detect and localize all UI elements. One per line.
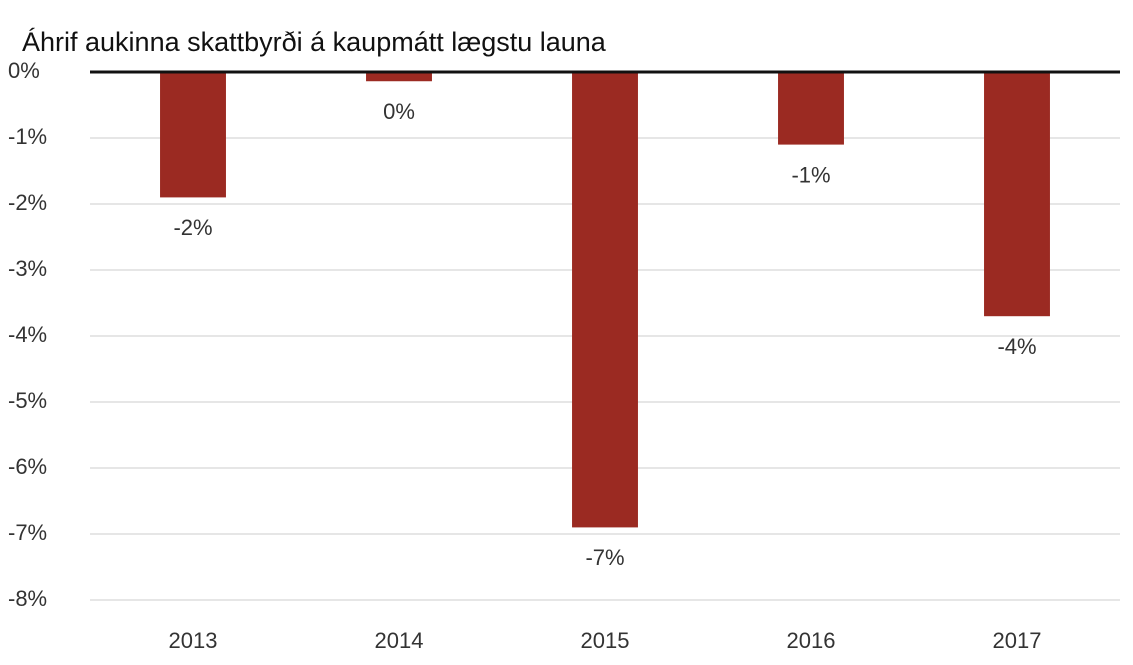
x-tick-label: 2016 [787,628,836,653]
y-tick-label: -5% [8,388,47,413]
y-tick-label: -1% [8,124,47,149]
x-tick-label: 2013 [169,628,218,653]
data-label: -7% [585,545,624,570]
bar [160,72,226,198]
y-tick-label: -8% [8,586,47,611]
x-tick-label: 2015 [581,628,630,653]
y-tick-label: -3% [8,256,47,281]
bar [984,72,1050,317]
x-tick-label: 2014 [375,628,424,653]
bar [572,72,638,528]
y-tick-label: -6% [8,454,47,479]
bar [778,72,844,145]
bar [366,72,432,82]
y-tick-label: 0% [8,58,40,83]
data-label: -4% [997,334,1036,359]
y-tick-label: -2% [8,190,47,215]
y-tick-label: -4% [8,322,47,347]
data-label: -1% [791,162,830,187]
x-tick-label: 2017 [993,628,1042,653]
chart-title: Áhrif aukinna skattbyrði á kaupmátt lægs… [22,27,607,57]
y-tick-label: -7% [8,520,47,545]
data-label: 0% [383,99,415,124]
data-label: -2% [173,215,212,240]
